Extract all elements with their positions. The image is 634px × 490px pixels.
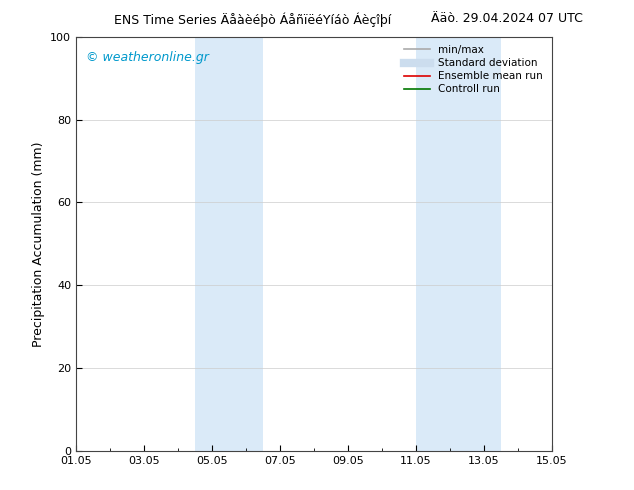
Text: ENS Time Series Äåàèéþò ÁåñïëéYíáò Áèçîþí: ENS Time Series Äåàèéþò ÁåñïëéYíáò Áèçîþ… bbox=[114, 12, 391, 27]
Text: © weatheronline.gr: © weatheronline.gr bbox=[86, 51, 209, 64]
Bar bbox=[416, 37, 501, 451]
Y-axis label: Precipitation Accumulation (mm): Precipitation Accumulation (mm) bbox=[32, 141, 44, 346]
Bar bbox=[195, 37, 263, 451]
Text: Ääò. 29.04.2024 07 UTC: Ääò. 29.04.2024 07 UTC bbox=[431, 12, 583, 25]
Legend: min/max, Standard deviation, Ensemble mean run, Controll run: min/max, Standard deviation, Ensemble me… bbox=[401, 42, 547, 98]
